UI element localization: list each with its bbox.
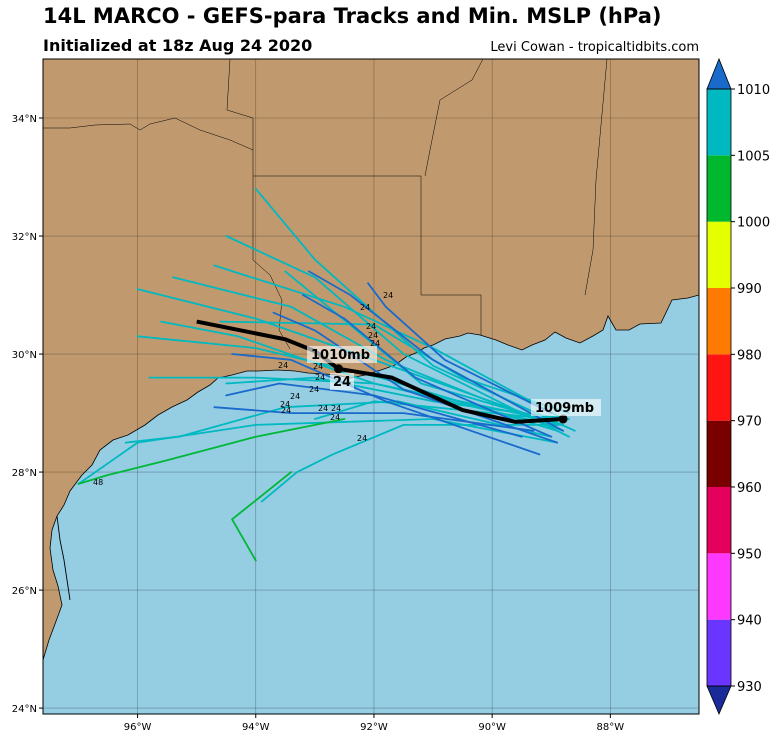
colorbar-label: 970: [737, 415, 762, 430]
end-pressure-label: 1010mb: [311, 348, 370, 363]
lat-tick-label: 26°N: [12, 586, 37, 597]
colorbar-segment: [707, 553, 731, 620]
colorbar-label: 1005: [737, 149, 770, 164]
svg-text:24: 24: [315, 373, 325, 382]
member-track: [160, 320, 547, 420]
lat-tick-label: 28°N: [12, 468, 37, 479]
colorbar-segment: [707, 420, 731, 487]
svg-text:24: 24: [281, 406, 291, 415]
colorbar-segment: [707, 487, 731, 554]
colorbar-segment: [707, 619, 731, 686]
svg-text:24: 24: [368, 331, 378, 340]
svg-text:24: 24: [360, 303, 370, 312]
colorbar-segment: [707, 89, 731, 156]
mean-track-start-dot: [558, 414, 568, 424]
member-track: [213, 406, 535, 432]
colorbar-segment: [707, 155, 731, 222]
member-tracks: [77, 187, 576, 562]
svg-text:24: 24: [278, 361, 288, 370]
svg-text:24: 24: [309, 385, 319, 394]
lat-tick-label: 34°N: [12, 114, 37, 125]
lon-tick-label: 94°W: [242, 722, 270, 733]
colorbar-segment: [707, 288, 731, 355]
member-track: [308, 270, 564, 432]
mean-track-24h-dot: [333, 364, 343, 374]
svg-text:24: 24: [280, 400, 290, 409]
start-pressure-label: 1009mb: [535, 401, 594, 416]
member-track: [213, 264, 564, 420]
member-track: [231, 471, 293, 562]
colorbar-under-arrow: [706, 685, 732, 716]
map-frame: [42, 58, 700, 715]
credit-text: Levi Cowan - tropicaltidbits.com: [490, 40, 699, 55]
axis-ticks: 24°N 26°N 28°N 30°N 32°N 34°N 96°W 94°W 92°W 90°W…: [12, 114, 624, 733]
member-track: [367, 282, 553, 414]
member-track: [136, 288, 559, 426]
lon-tick-label: 90°W: [478, 722, 506, 733]
colorbar-label: 1010: [737, 83, 770, 98]
member-track: [148, 376, 553, 426]
colorbar-over-arrow: [706, 57, 732, 90]
lat-tick-label: 24°N: [12, 704, 37, 715]
lat-tick-label: 30°N: [12, 350, 37, 361]
colorbar-label: 930: [737, 680, 762, 695]
svg-text:24: 24: [370, 339, 380, 348]
member-track: [225, 376, 570, 420]
svg-text:24: 24: [331, 404, 341, 413]
svg-text:48: 48: [93, 478, 103, 487]
svg-text:24: 24: [330, 413, 340, 422]
ensemble-mean-track: [196, 319, 564, 424]
pressure-labels: 1009mb 1010mb 24: [307, 346, 601, 416]
colorbar-label: 960: [737, 481, 762, 496]
lat-tick-label: 32°N: [12, 232, 37, 243]
member-track: [225, 235, 570, 438]
lon-tick-label: 96°W: [124, 722, 152, 733]
colorbar-frame: [706, 88, 732, 687]
svg-text:24: 24: [290, 392, 300, 401]
mean-hour-label: 24: [333, 375, 351, 390]
svg-text:24: 24: [366, 322, 376, 331]
member-track: [225, 382, 523, 438]
colorbar-label: 980: [737, 348, 762, 363]
member-hour-labels: 24 24 24 24 24 24 24 24 24 24 24 24 24 2…: [93, 291, 393, 487]
colorbar-label: 990: [737, 282, 762, 297]
colorbar-label: 950: [737, 547, 762, 562]
barrier-island: [56, 515, 71, 601]
colorbar-label: 940: [737, 614, 762, 629]
member-track: [284, 270, 564, 426]
lon-tick-label: 92°W: [360, 722, 388, 733]
colorbar-segment: [707, 221, 731, 288]
colorbar-label: 1000: [737, 216, 770, 231]
member-track: [77, 418, 346, 485]
svg-text:24: 24: [313, 362, 323, 371]
svg-text:24: 24: [318, 404, 328, 413]
colorbar-segment: [707, 354, 731, 421]
lon-tick-label: 88°W: [597, 722, 625, 733]
init-time: Initialized at 18z Aug 24 2020: [43, 36, 313, 55]
pressure-colorbar: 930 940 950 960 970 980 990 1000 1005 1010: [706, 57, 770, 716]
svg-text:24: 24: [357, 434, 367, 443]
member-track: [302, 294, 553, 438]
svg-text:24: 24: [383, 291, 393, 300]
state-borders: [43, 59, 608, 350]
member-track: [77, 418, 559, 485]
map-title: 14L MARCO - GEFS-para Tracks and Min. MS…: [43, 4, 662, 28]
